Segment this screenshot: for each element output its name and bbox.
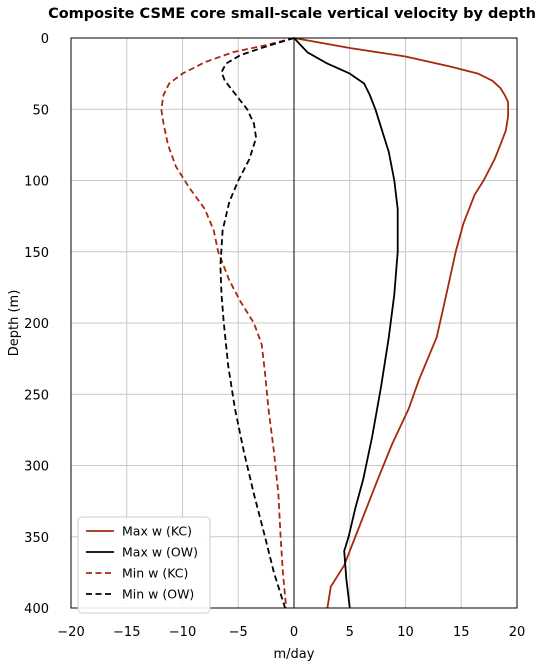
chart-title: Composite CSME core small-scale vertical… <box>48 6 536 22</box>
x-tick-label: 10 <box>397 625 414 640</box>
x-tick-labels: −20 −15 −10 −5 0 5 10 15 20 <box>57 625 525 640</box>
legend-label: Min w (KC) <box>122 566 188 581</box>
x-axis-label: m/day <box>274 647 315 662</box>
x-tick-label: −15 <box>113 625 140 640</box>
legend-label: Max w (KC) <box>122 524 192 539</box>
y-tick-label: 100 <box>24 175 49 190</box>
y-tick-label: 150 <box>24 246 49 261</box>
x-tick-label: 20 <box>509 625 526 640</box>
plot-frame <box>70 37 518 609</box>
x-tick-label: −5 <box>229 625 248 640</box>
legend: Max w (KC) Max w (OW) Min w (KC) Min w (OW) <box>77 516 211 614</box>
y-tick-label: 0 <box>41 32 49 47</box>
series-line-3 <box>219 37 295 609</box>
legend-label: Max w (OW) <box>122 545 198 560</box>
x-tick-label: 0 <box>290 625 298 640</box>
y-tick-label: 200 <box>24 317 49 332</box>
x-tick-label: −20 <box>57 625 84 640</box>
y-axis-label: Depth (m) <box>7 290 22 357</box>
y-tick-label: 350 <box>24 531 49 546</box>
y-tick-label: 300 <box>24 460 49 475</box>
series-lines <box>160 37 509 609</box>
series-line-0 <box>293 37 509 609</box>
y-tick-label: 400 <box>24 602 49 617</box>
x-tick-label: −10 <box>169 625 196 640</box>
y-tick-label: 50 <box>32 103 49 118</box>
legend-box <box>77 516 211 614</box>
x-tick-label: 5 <box>346 625 354 640</box>
y-tick-labels: 0 50 100 150 200 250 300 350 400 <box>24 32 49 617</box>
x-tick-label: 15 <box>453 625 470 640</box>
series-line-1 <box>293 37 399 609</box>
y-tick-label: 250 <box>24 388 49 403</box>
legend-label: Min w (OW) <box>122 587 194 602</box>
